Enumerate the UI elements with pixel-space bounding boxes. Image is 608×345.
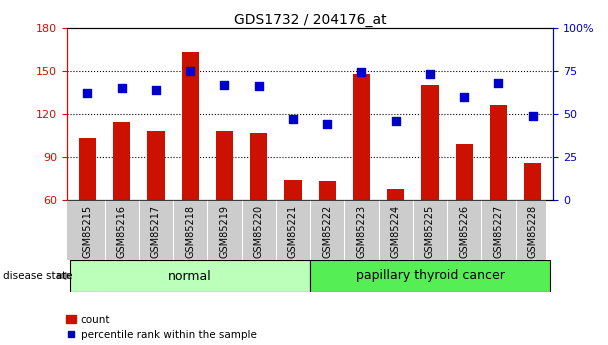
- Text: normal: normal: [168, 269, 212, 283]
- Bar: [113, 122, 130, 200]
- Text: GSM85217: GSM85217: [151, 205, 161, 258]
- Bar: [524, 163, 541, 200]
- Bar: [182, 52, 199, 200]
- Legend: count, percentile rank within the sample: count, percentile rank within the sample: [66, 315, 257, 340]
- Text: GSM85228: GSM85228: [528, 205, 537, 258]
- Point: [494, 80, 503, 86]
- Bar: [250, 132, 268, 200]
- Bar: [79, 138, 96, 200]
- Point: [219, 82, 229, 87]
- Point: [117, 85, 126, 91]
- Point: [391, 118, 401, 124]
- Bar: [455, 144, 473, 200]
- Text: GSM85221: GSM85221: [288, 205, 298, 258]
- Bar: [353, 73, 370, 200]
- Text: GSM85215: GSM85215: [83, 205, 92, 258]
- Bar: [387, 189, 404, 200]
- Bar: [310, 260, 550, 292]
- Text: GSM85225: GSM85225: [425, 205, 435, 258]
- Point: [83, 90, 92, 96]
- Bar: [147, 131, 165, 200]
- Text: GSM85220: GSM85220: [254, 205, 264, 258]
- Text: GSM85219: GSM85219: [219, 205, 229, 258]
- Bar: [319, 181, 336, 200]
- Text: GSM85222: GSM85222: [322, 205, 332, 258]
- Text: GSM85226: GSM85226: [459, 205, 469, 258]
- Point: [357, 70, 367, 75]
- Point: [288, 116, 298, 122]
- Point: [460, 94, 469, 99]
- Point: [254, 83, 263, 89]
- Text: disease state: disease state: [3, 271, 72, 281]
- Text: GSM85227: GSM85227: [494, 205, 503, 258]
- Bar: [421, 85, 438, 200]
- Text: GSM85216: GSM85216: [117, 205, 126, 258]
- Bar: [285, 180, 302, 200]
- Bar: [71, 260, 310, 292]
- Text: GSM85218: GSM85218: [185, 205, 195, 258]
- Point: [185, 68, 195, 73]
- Point: [151, 87, 161, 92]
- Text: GSM85223: GSM85223: [356, 205, 367, 258]
- Bar: [216, 131, 233, 200]
- Bar: [490, 105, 507, 200]
- Text: GSM85224: GSM85224: [391, 205, 401, 258]
- Text: papillary thyroid cancer: papillary thyroid cancer: [356, 269, 505, 283]
- Point: [425, 71, 435, 77]
- Point: [528, 113, 537, 118]
- Point: [322, 121, 332, 127]
- Title: GDS1732 / 204176_at: GDS1732 / 204176_at: [233, 12, 387, 27]
